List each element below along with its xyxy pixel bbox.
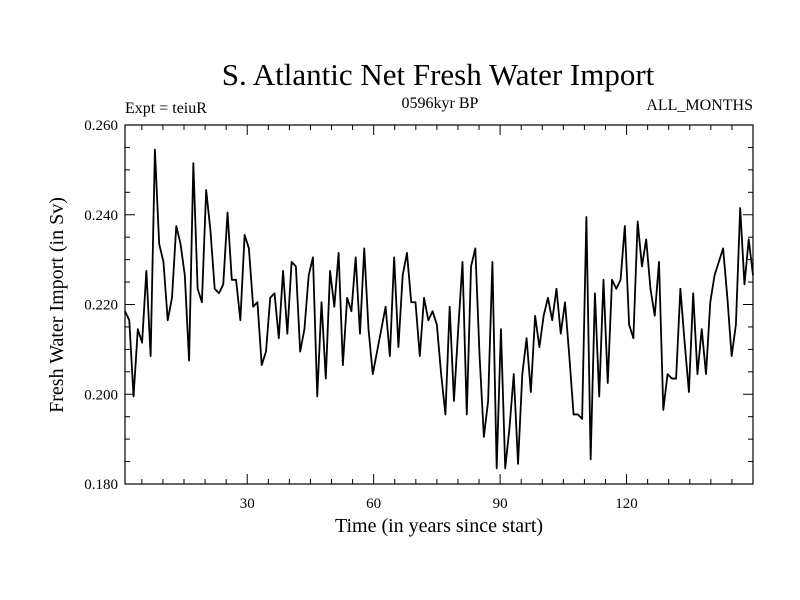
months-label: ALL_MONTHS	[646, 97, 753, 114]
y-tick-label: 0.180	[84, 477, 118, 493]
period-label: 0596kyr BP	[402, 95, 479, 112]
x-tick-label: 30	[240, 496, 255, 512]
experiment-label: Expt = teiuR	[125, 100, 207, 117]
series-line	[124, 148, 754, 470]
y-tick-label: 0.260	[84, 118, 118, 134]
x-tick-label: 120	[615, 496, 638, 512]
x-axis-label: Time (in years since start)	[335, 515, 543, 537]
plot-frame	[124, 124, 754, 485]
x-tick-label: 60	[366, 496, 381, 512]
y-tick-label: 0.240	[84, 208, 118, 224]
y-tick-label: 0.220	[84, 298, 118, 314]
axis-tick-labels: 30 60 90 120 0.180 0.200 0.220 0.240 0.260	[84, 118, 638, 512]
axis-ticks	[125, 124, 753, 485]
y-tick-label: 0.200	[84, 387, 118, 403]
chart-title: S. Atlantic Net Fresh Water Import	[222, 57, 655, 92]
x-tick-label: 90	[493, 496, 508, 512]
y-axis-label: Fresh Water Import (in Sv)	[46, 197, 68, 413]
